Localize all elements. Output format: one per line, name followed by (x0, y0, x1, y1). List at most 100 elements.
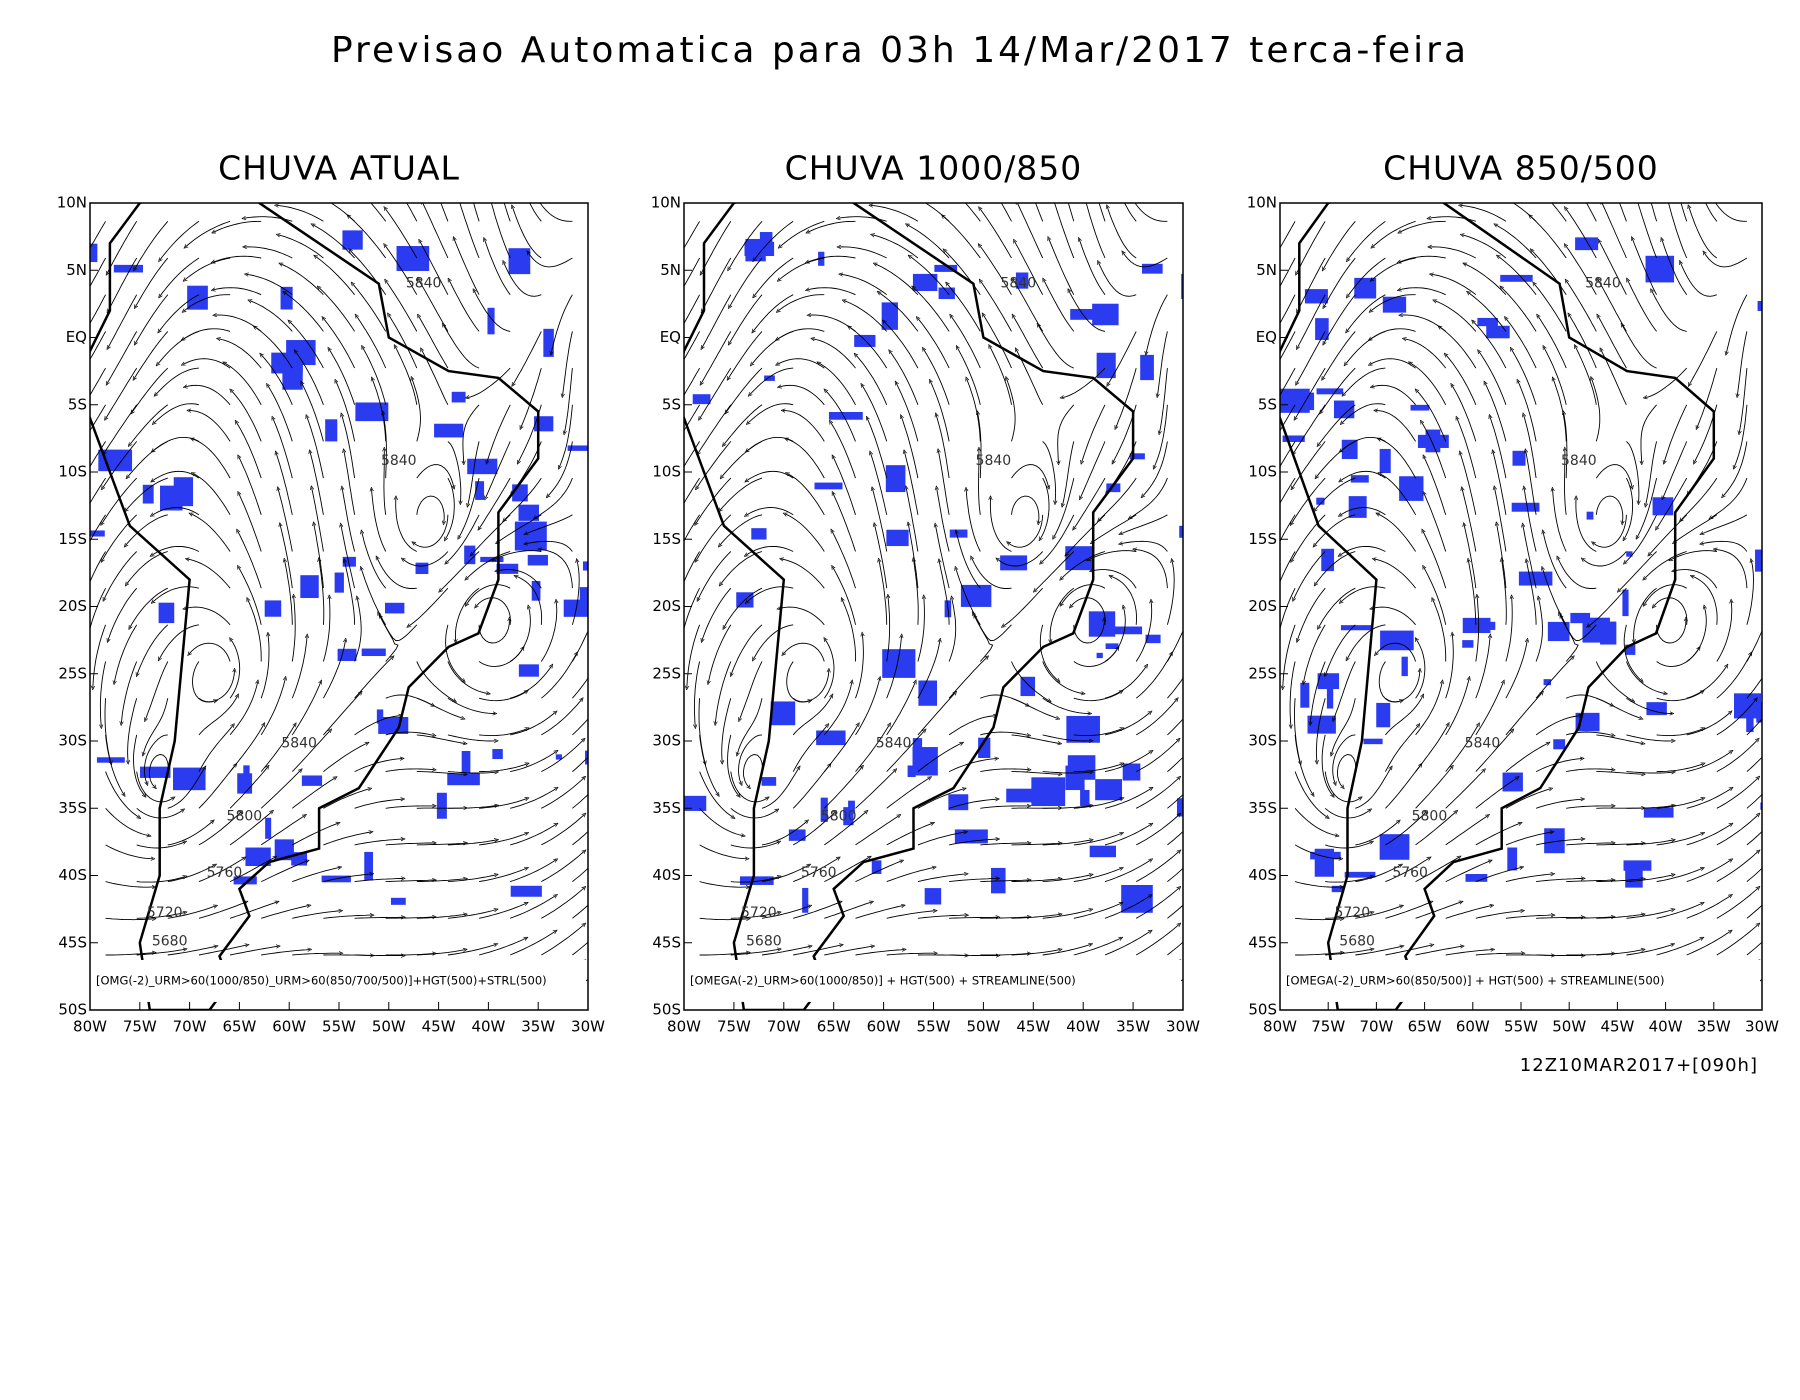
streamline (778, 294, 825, 312)
streamline (213, 255, 262, 262)
streamline (1041, 514, 1075, 563)
streamline (702, 587, 732, 641)
streamline (1644, 584, 1687, 605)
streamline (937, 488, 950, 552)
precip-area (1020, 676, 1036, 697)
lon-label: 30W (1166, 1018, 1200, 1036)
streamline (1715, 203, 1747, 222)
precip-area (764, 375, 775, 381)
lon-label: 50W (966, 1018, 1000, 1036)
streamline (466, 584, 511, 605)
streamline (1686, 860, 1732, 883)
lat-label: 5S (68, 395, 87, 413)
streamline (1166, 560, 1175, 625)
streamline (572, 756, 588, 772)
streamline (1599, 241, 1627, 295)
contour-label: 5680 (746, 933, 782, 949)
streamline (106, 367, 138, 419)
streamline (1355, 906, 1401, 919)
streamline (1564, 413, 1568, 479)
lat-label: 5S (662, 395, 681, 413)
streamline (1295, 953, 1342, 956)
streamline (192, 439, 231, 479)
streamline (1535, 716, 1581, 736)
streamline (1424, 457, 1447, 515)
streamline (90, 331, 106, 361)
streamline (721, 440, 763, 477)
streamline (1464, 524, 1477, 589)
streamline (1167, 718, 1183, 736)
streamline (447, 734, 497, 741)
streamline (260, 634, 269, 699)
streamline (1415, 902, 1462, 919)
streamline (1038, 325, 1074, 369)
lat-label: 10N (1247, 194, 1277, 212)
precip-area (1410, 404, 1430, 411)
streamline (1280, 588, 1296, 631)
streamline (90, 441, 106, 468)
streamline (90, 294, 106, 325)
streamline (102, 514, 138, 561)
streamline (183, 328, 231, 340)
streamline (1376, 411, 1416, 442)
streamline (1619, 203, 1627, 222)
streamline (121, 661, 138, 724)
precip-area (342, 556, 356, 567)
precip-area (788, 829, 806, 841)
streamline (342, 488, 356, 552)
streamline (1069, 290, 1106, 332)
streamline (701, 331, 732, 383)
streamline (292, 823, 338, 846)
precip-area (1122, 763, 1141, 781)
streamline (1688, 441, 1718, 493)
streamline (292, 867, 340, 883)
streamline (1739, 368, 1748, 433)
precip-area (1469, 621, 1496, 630)
precip-area (1645, 255, 1675, 283)
precip-area (1379, 448, 1391, 474)
streamline (1626, 772, 1673, 773)
precip-area (1544, 828, 1565, 854)
precip-area (514, 521, 547, 551)
streamline (1686, 607, 1707, 662)
streamline (1473, 321, 1507, 369)
streamline (918, 318, 950, 369)
streamline (268, 385, 293, 442)
streamline (728, 331, 763, 378)
streamline (1035, 203, 1044, 222)
streamline (780, 220, 825, 247)
streamline (948, 759, 997, 773)
streamline (1104, 931, 1151, 956)
precip-area (436, 792, 447, 819)
streamline (957, 347, 981, 405)
streamline (541, 740, 584, 773)
streamline (1711, 477, 1748, 518)
streamline (1378, 514, 1416, 552)
streamline (761, 821, 807, 846)
precip-area (325, 419, 338, 442)
streamline (193, 474, 231, 516)
precip-area (1363, 738, 1383, 745)
precip-area (543, 328, 554, 357)
streamline (90, 257, 106, 288)
streamline (1042, 661, 1084, 694)
streamline (980, 208, 1012, 259)
precip-area (1401, 656, 1408, 677)
streamline (1656, 691, 1703, 702)
streamline (783, 642, 825, 662)
precip-area (1000, 555, 1028, 571)
streamline (416, 734, 465, 744)
precip-area (585, 750, 588, 765)
precip-area (334, 572, 344, 593)
streamline (1061, 584, 1106, 605)
streamline (189, 411, 231, 442)
streamline (1534, 283, 1567, 332)
streamline (823, 767, 862, 809)
precip-area (1095, 779, 1123, 801)
precip-area (1379, 834, 1410, 860)
streamline (1293, 551, 1326, 600)
streamline (787, 474, 825, 516)
streamline (90, 477, 106, 505)
streamline (1011, 697, 1059, 718)
streamline (824, 639, 835, 699)
